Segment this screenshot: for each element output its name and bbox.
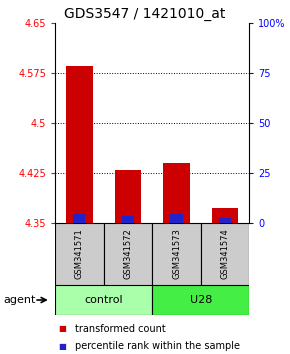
Bar [55,285,152,315]
Bar [73,215,86,223]
Bar [115,170,141,223]
Bar [104,223,152,285]
Bar [219,218,231,223]
Bar [212,209,238,223]
Text: transformed count: transformed count [75,324,166,334]
Text: GDS3547 / 1421010_at: GDS3547 / 1421010_at [64,7,226,21]
Text: ■: ■ [58,342,66,351]
Bar [152,223,201,285]
Text: GSM341571: GSM341571 [75,229,84,279]
Bar [152,285,249,315]
Text: GSM341573: GSM341573 [172,229,181,279]
Text: ■: ■ [58,324,66,333]
Bar [122,216,134,223]
Text: U28: U28 [190,295,212,305]
Bar [163,163,190,223]
Text: GSM341574: GSM341574 [221,229,230,279]
Bar [171,214,183,223]
Bar [201,223,249,285]
Text: agent: agent [3,295,35,305]
Bar [55,223,104,285]
Text: GSM341572: GSM341572 [124,229,133,279]
Text: control: control [84,295,123,305]
Text: percentile rank within the sample: percentile rank within the sample [75,341,240,351]
Bar [66,66,93,223]
